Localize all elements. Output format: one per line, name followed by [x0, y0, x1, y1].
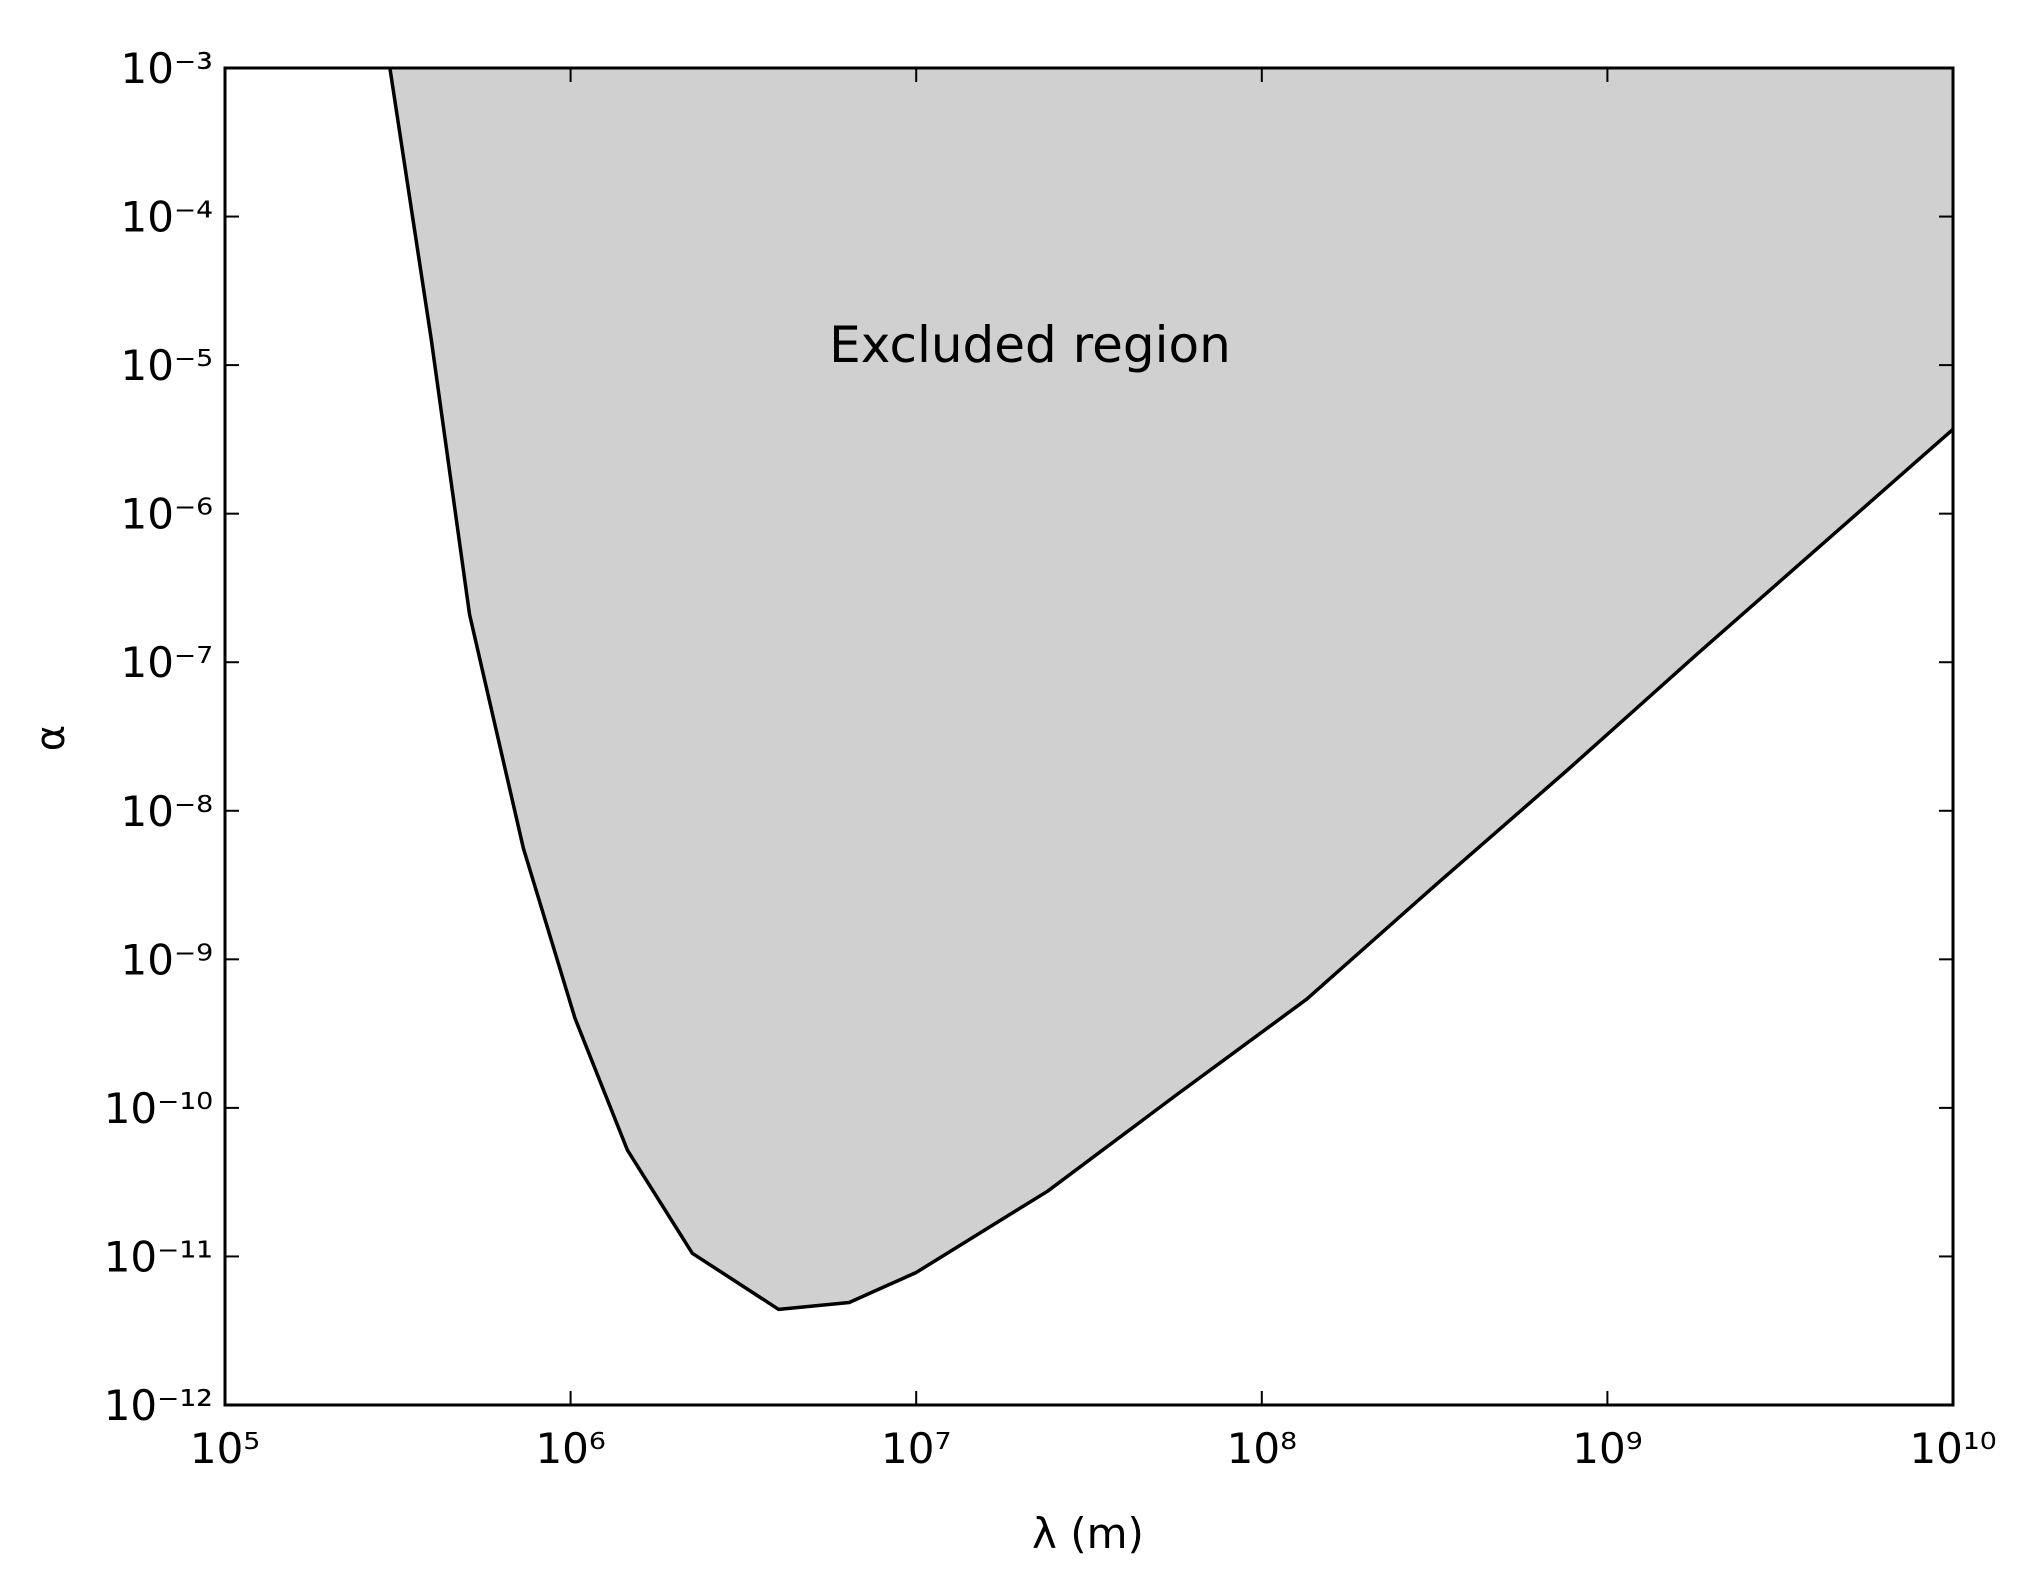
y-axis-label: α [28, 725, 74, 751]
x-tick-label: 10¹⁰ [1909, 1424, 1996, 1473]
x-tick-label: 10⁹ [1572, 1424, 1642, 1473]
x-tick-label: 10⁸ [1227, 1424, 1297, 1473]
y-tick-label: 10⁻⁹ [121, 935, 213, 984]
plot-frame [223, 66, 1955, 1407]
y-tick-label: 10⁻⁷ [121, 638, 213, 687]
y-tick-label: 10⁻³ [121, 44, 213, 93]
y-tick-label: 10⁻¹² [104, 1381, 213, 1430]
annotation: Excluded region [829, 316, 1231, 374]
x-axis-label: λ (m) [1032, 1509, 1144, 1558]
excluded-area [389, 68, 1953, 1310]
y-tick-label: 10⁻⁵ [121, 341, 213, 390]
y-tick-label: 10⁻⁸ [121, 787, 213, 836]
x-tick-label: 10⁵ [190, 1424, 260, 1473]
y-tick-label: 10⁻⁶ [121, 490, 213, 539]
y-tick-label: 10⁻⁴ [121, 193, 213, 242]
y-tick-label: 10⁻¹¹ [104, 1232, 213, 1281]
y-tick-label: 10⁻¹⁰ [104, 1084, 213, 1133]
x-tick-label: 10⁶ [535, 1424, 605, 1473]
x-tick-label: 10⁷ [881, 1424, 951, 1473]
bound-line [388, 67, 1955, 1312]
